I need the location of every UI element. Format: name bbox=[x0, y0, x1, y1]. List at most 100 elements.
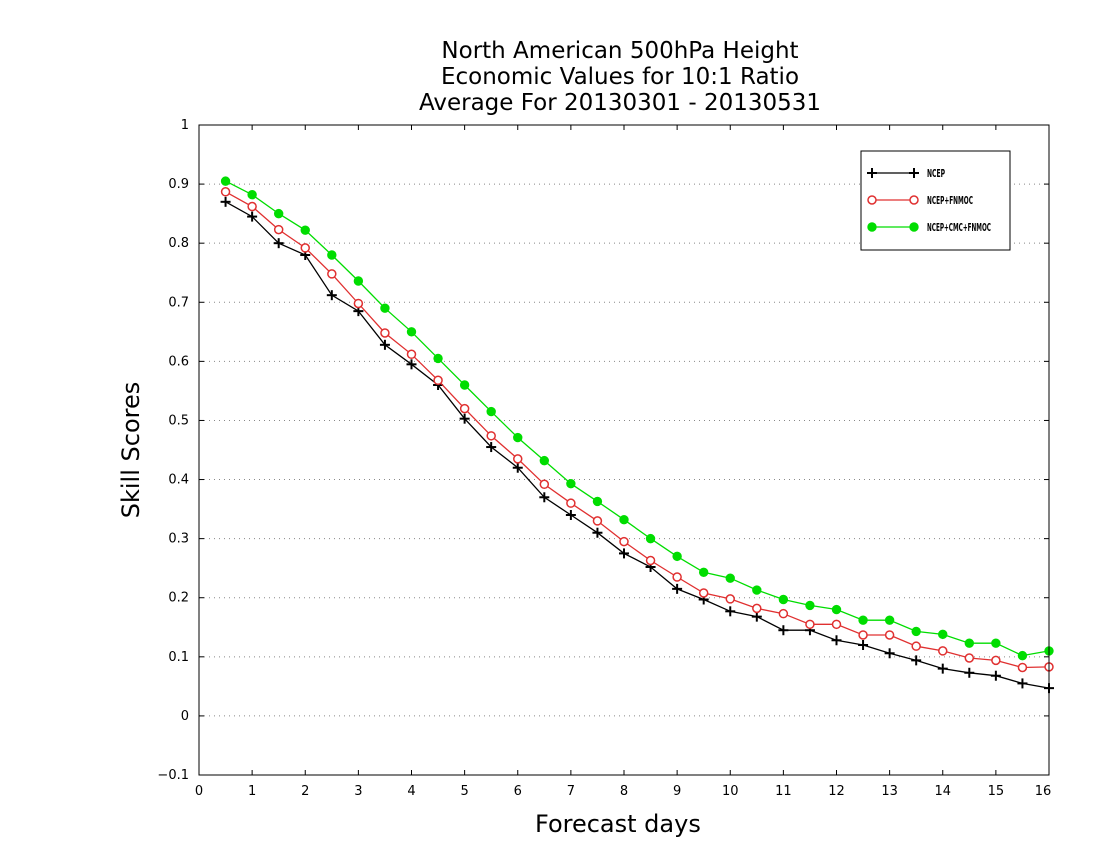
data-point bbox=[406, 327, 417, 337]
series-line bbox=[225, 191, 1050, 669]
x-tick-label: 14 bbox=[934, 784, 951, 799]
data-point bbox=[619, 548, 629, 559]
data-point bbox=[247, 201, 257, 212]
legend-marker bbox=[909, 195, 919, 205]
data-point bbox=[327, 269, 337, 279]
y-tick-label: 0.7 bbox=[168, 295, 189, 310]
x-axis-label: Forecast days bbox=[535, 810, 701, 838]
data-point bbox=[326, 290, 337, 301]
x-tick-label: 15 bbox=[988, 784, 1005, 799]
data-point bbox=[831, 619, 842, 630]
data-point bbox=[353, 276, 364, 286]
data-point bbox=[433, 375, 443, 386]
data-point bbox=[539, 479, 550, 490]
legend-marker bbox=[867, 222, 877, 232]
legend-marker bbox=[909, 168, 919, 178]
series-layer bbox=[220, 176, 1054, 694]
data-point bbox=[486, 431, 496, 441]
data-point bbox=[486, 442, 497, 453]
series-2 bbox=[220, 176, 1054, 661]
data-point bbox=[964, 653, 975, 663]
data-point bbox=[911, 641, 921, 651]
x-tick-label: 16 bbox=[1035, 784, 1052, 799]
legend: NCEP NCEP+FNMOC NCEP+CMC+FNMOC bbox=[860, 150, 1011, 251]
y-tick-label: 0.3 bbox=[168, 532, 189, 547]
data-point bbox=[539, 492, 550, 503]
data-point bbox=[273, 208, 284, 219]
data-point bbox=[459, 403, 470, 414]
legend-marker bbox=[909, 222, 919, 232]
data-point bbox=[645, 533, 656, 544]
series-line bbox=[225, 201, 1050, 689]
data-point bbox=[380, 303, 390, 313]
data-point bbox=[752, 585, 762, 595]
data-point bbox=[937, 663, 948, 674]
data-point bbox=[459, 380, 470, 390]
y-tick-label: 0.5 bbox=[168, 413, 189, 428]
x-tick-label: 12 bbox=[828, 784, 845, 799]
data-point bbox=[459, 413, 470, 424]
data-point bbox=[858, 615, 868, 625]
data-point bbox=[353, 298, 364, 309]
legend-marker bbox=[867, 195, 877, 205]
data-point bbox=[991, 638, 1001, 648]
y-tick-label: 0 bbox=[181, 709, 189, 724]
chart-title-line-2: Economic Values for 10:1 Ratio bbox=[440, 64, 800, 90]
legend-marker bbox=[867, 168, 877, 178]
x-tick-label: 0 bbox=[195, 784, 203, 799]
data-point bbox=[645, 555, 656, 566]
data-point bbox=[619, 536, 629, 547]
x-tick-label: 6 bbox=[514, 784, 522, 799]
data-point bbox=[592, 516, 603, 526]
data-point bbox=[513, 432, 523, 443]
y-tick-label: 0.2 bbox=[168, 591, 189, 606]
x-tick-label: 7 bbox=[567, 784, 575, 799]
data-point bbox=[831, 635, 842, 646]
data-point bbox=[911, 655, 922, 666]
data-point bbox=[566, 498, 576, 508]
data-point bbox=[805, 600, 815, 611]
data-point bbox=[698, 588, 709, 598]
data-point bbox=[513, 454, 523, 464]
x-tick-label: 4 bbox=[407, 784, 415, 799]
data-point bbox=[512, 462, 523, 473]
data-point bbox=[725, 606, 736, 617]
data-point bbox=[1017, 650, 1028, 661]
chart-title-line-1: North American 500hPa Height bbox=[441, 38, 799, 64]
data-point bbox=[698, 567, 709, 578]
y-tick-label: 0.4 bbox=[168, 473, 189, 488]
y-tick-label: 0.6 bbox=[168, 354, 189, 369]
series-0 bbox=[220, 196, 1054, 694]
data-point bbox=[406, 359, 417, 370]
series-line bbox=[225, 180, 1050, 657]
data-point bbox=[805, 619, 815, 630]
data-point bbox=[911, 626, 921, 637]
data-point bbox=[300, 225, 310, 235]
data-point bbox=[672, 572, 682, 582]
y-tick-label: 0.8 bbox=[168, 236, 189, 251]
data-point bbox=[220, 196, 231, 207]
y-tick-label: 0.1 bbox=[168, 650, 189, 665]
data-point bbox=[273, 224, 284, 235]
data-point bbox=[858, 640, 869, 650]
data-point bbox=[539, 455, 550, 466]
x-tick-label: 9 bbox=[673, 784, 681, 799]
x-tick-label: 5 bbox=[460, 784, 468, 799]
y-tick-label: −0.1 bbox=[157, 768, 189, 783]
data-point bbox=[752, 603, 762, 614]
legend-label: NCEP+CMC+FNMOC bbox=[927, 221, 991, 234]
data-point bbox=[273, 238, 284, 249]
data-point bbox=[300, 243, 310, 253]
data-point bbox=[991, 655, 1001, 666]
data-point bbox=[884, 648, 895, 659]
x-tick-label: 3 bbox=[354, 784, 362, 799]
x-tick-label: 8 bbox=[620, 784, 628, 799]
data-point bbox=[247, 190, 257, 200]
data-point bbox=[725, 573, 735, 583]
data-point bbox=[565, 510, 576, 520]
x-tick-label: 10 bbox=[722, 784, 739, 799]
data-point bbox=[592, 496, 603, 507]
data-point bbox=[778, 625, 789, 636]
data-point bbox=[592, 527, 603, 538]
